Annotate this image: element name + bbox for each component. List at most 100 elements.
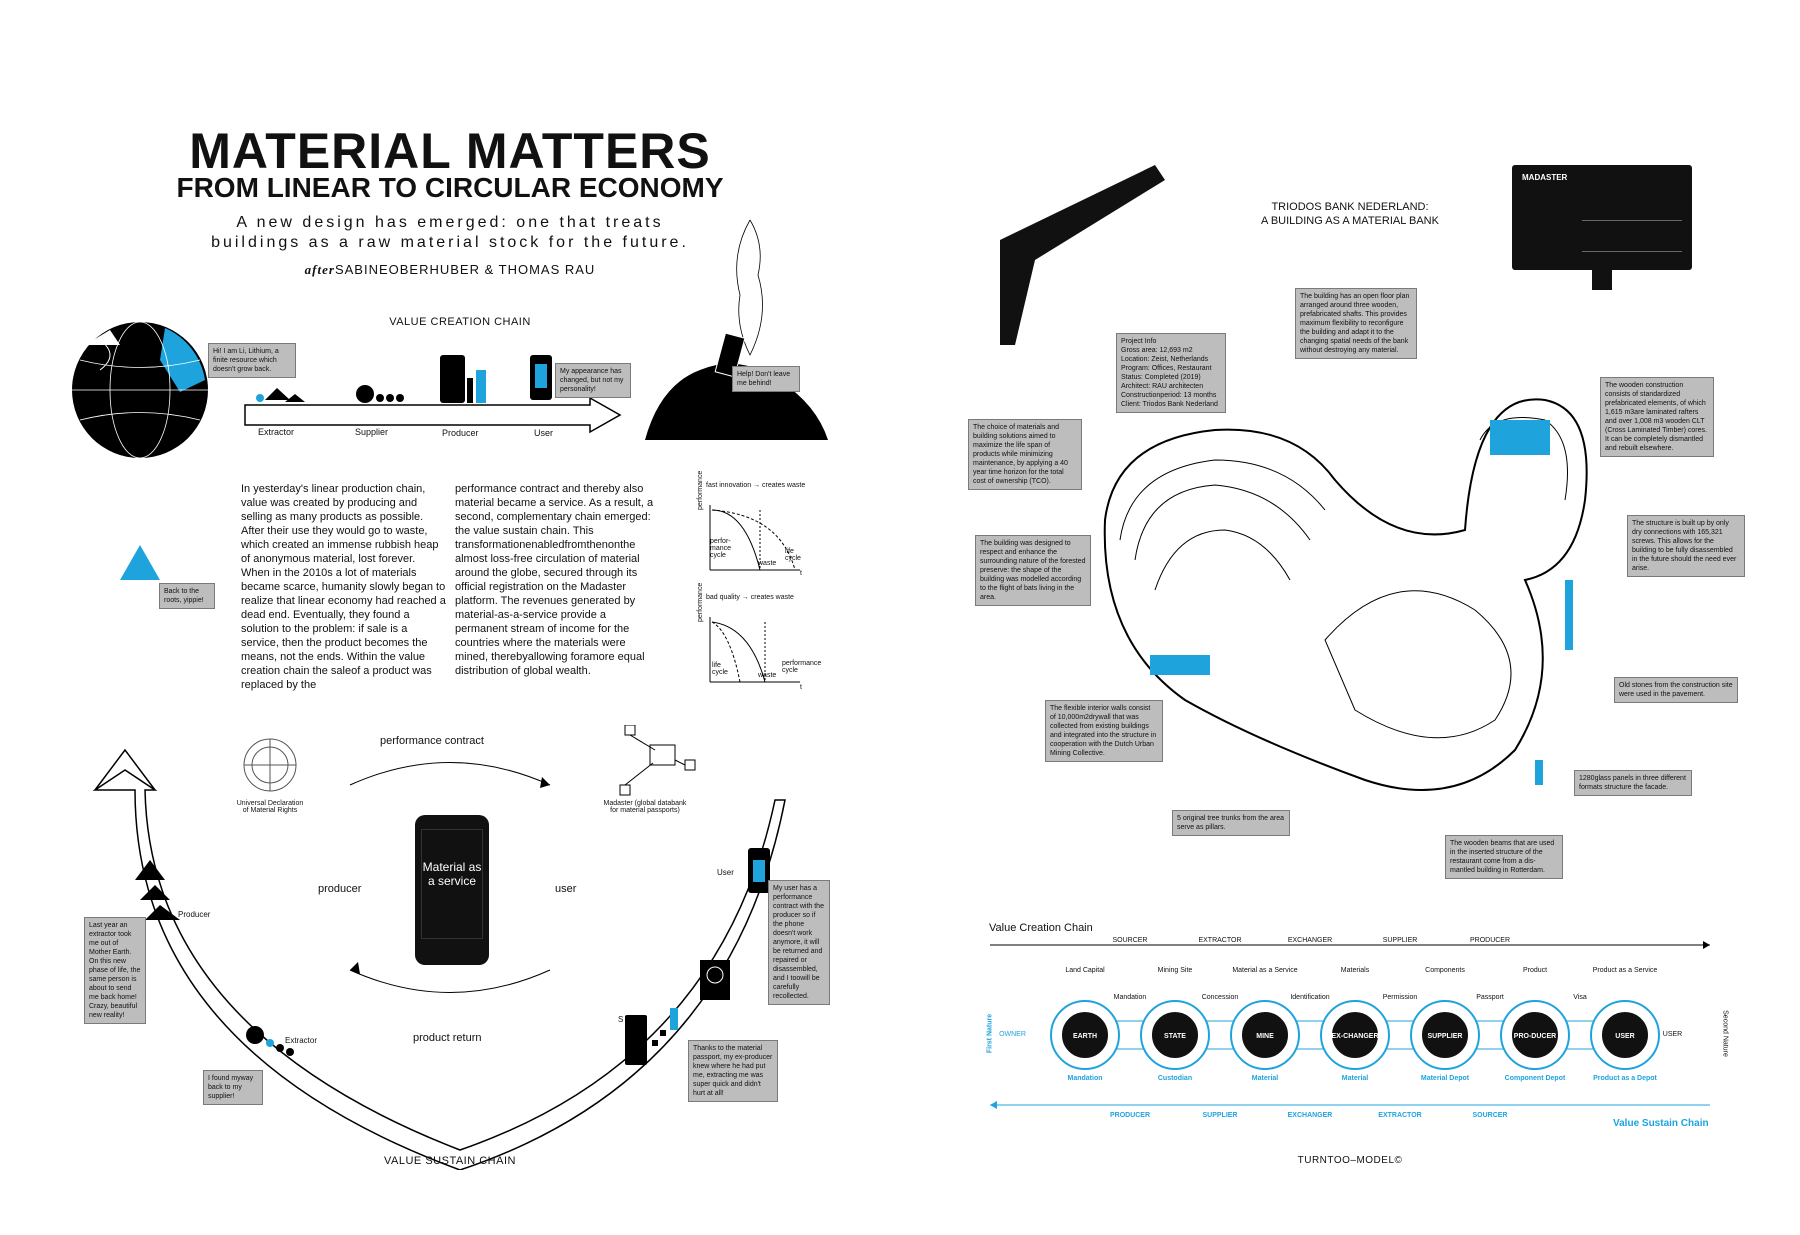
madaster-network-icon (615, 725, 705, 800)
graph-2-label-b: waste (758, 672, 776, 679)
turntoo-top-item: Product as a Service (1585, 967, 1665, 974)
madaster-screen-title: MADASTER (1522, 173, 1567, 182)
rubbish-heap (640, 215, 830, 445)
turntoo-circle-label: EARTH (1073, 1033, 1097, 1040)
turntoo-top-item: Mining Site (1135, 967, 1215, 974)
turntoo-circle-label: SUPPLIER (1427, 1033, 1462, 1040)
turntoo-bottom-role: SUPPLIER (1180, 1112, 1260, 1119)
graph-1-xlabel: t (800, 570, 802, 577)
note-wooden-construction: The wooden construction consists of stan… (1600, 377, 1714, 457)
turntoo-mid-item: Concession (1180, 994, 1260, 1001)
note-extractor: Last year an extractor took me out of Mo… (84, 917, 146, 1024)
globe-illustration (70, 320, 210, 460)
body-column-2: performance contract and thereby also ma… (455, 482, 660, 678)
turntoo-bottom-role: PRODUCER (1090, 1112, 1170, 1119)
turntoo-sustain-label: Value Sustain Chain (1613, 1118, 1709, 1129)
back-bubble: Back to the roots, yippie! (159, 583, 215, 609)
note-glass: 1280glass panels in three different form… (1574, 770, 1692, 796)
note-passport: Thanks to the material passport, my ex-p… (688, 1040, 778, 1102)
user-bubble: My appearance has changed, but not my pe… (555, 363, 631, 398)
note-materials-choice: The choice of materials and building sol… (968, 419, 1082, 490)
lithium-pile (115, 540, 165, 590)
note-user-contract: My user has a performance contract with … (768, 880, 830, 1005)
turntoo-owner: OWNER (990, 1031, 1035, 1038)
graph-2-label-a: life cycle (712, 662, 738, 676)
arc-label-s: S (618, 1015, 623, 1024)
turntoo-circle-label: EX-CHANGER (1331, 1033, 1378, 1040)
turntoo-mid-item: Permission (1360, 994, 1440, 1001)
madaster-label: Madaster (global databank for material p… (600, 800, 690, 814)
turntoo-mid-item: Mandation (1090, 994, 1170, 1001)
stage-user: User (534, 428, 553, 438)
note-beams: The wooden beams that are used in the in… (1445, 835, 1563, 879)
turntoo-mid-item: Identification (1270, 994, 1350, 1001)
turntoo-top-role: PRODUCER (1450, 937, 1530, 944)
body-column-1: In yesterday's linear production chain, … (241, 482, 446, 692)
turntoo-heading: Value Creation Chain (989, 922, 1093, 934)
turntoo-bottom-item: Component Depot (1495, 1075, 1575, 1082)
turntoo-top-item: Product (1495, 967, 1575, 974)
turntoo-circle-label: USER (1615, 1033, 1634, 1040)
graph-2-label-c: performance cycle (782, 660, 828, 674)
performance-contract-label: performance contract (380, 735, 484, 747)
turntoo-top-item: Land Capital (1045, 967, 1125, 974)
turntoo-second-nature: Second Nature (1722, 999, 1729, 1069)
turntoo-mid-item: Visa (1540, 994, 1620, 1001)
turntoo-top-role: SOURCER (1090, 937, 1170, 944)
turntoo-top-role: SUPPLIER (1360, 937, 1440, 944)
monitor-stand (1592, 270, 1612, 290)
help-bubble: Help! Don't leave me behind! (732, 366, 800, 392)
turntoo-mid-item: Passport (1450, 994, 1530, 1001)
turntoo-top-role: EXTRACTOR (1180, 937, 1260, 944)
turntoo-bottom-item: Mandation (1045, 1075, 1125, 1082)
turntoo-bottom-item: Material (1315, 1075, 1395, 1082)
turntoo-top-item: Materials (1315, 967, 1395, 974)
graph-2-title: bad quality → creates waste (706, 594, 826, 601)
stage-extractor: Extractor (258, 427, 294, 437)
wooden-beam-illustration (995, 160, 1170, 350)
poster-subtitle: FROM LINEAR TO CIRCULAR ECONOMY (150, 172, 750, 204)
un-emblem-icon (240, 735, 300, 795)
triodos-building (1095, 380, 1605, 830)
graph-1-ylabel: performance (697, 471, 704, 510)
madaster-monitor: MADASTER (1512, 165, 1692, 270)
turntoo-first-nature: First Nature (987, 1004, 994, 1064)
un-label: Universal Declaration of Material Rights (235, 800, 305, 814)
note-screws: The structure is built up by only dry co… (1627, 515, 1745, 577)
note-found: I found myway back to my supplier! (203, 1070, 263, 1105)
turntoo-diagram: EARTH STATE MINE EX-CHANGER SUPPLIER PRO-DUCE… (985, 935, 1720, 1135)
note-drywall: The flexible interior walls consist of 1… (1045, 700, 1163, 762)
arc-label-producer: Producer (178, 910, 210, 919)
turntoo-top-item: Components (1405, 967, 1485, 974)
graph-1-label-a: perfor-mance cycle (710, 538, 744, 559)
turntoo-bottom-item: Material Depot (1405, 1075, 1485, 1082)
stage-producer: Producer (442, 428, 479, 438)
turntoo-circle-label: STATE (1164, 1033, 1186, 1040)
stage-supplier: Supplier (355, 427, 388, 437)
turntoo-bottom-item: Custodian (1135, 1075, 1215, 1082)
producer-label: producer (318, 883, 361, 895)
phone-material-service: Material as a service (415, 815, 489, 965)
graph-1-label-c: life cycle (785, 548, 811, 562)
value-creation-heading: VALUE CREATION CHAIN (360, 316, 560, 328)
turntoo-bottom-role: EXTRACTOR (1360, 1112, 1440, 1119)
turntoo-top-role: EXCHANGER (1270, 937, 1350, 944)
turntoo-bottom-item: Material (1225, 1075, 1305, 1082)
arc-label-user: User (717, 868, 734, 877)
turntoo-bottom-role: EXCHANGER (1270, 1112, 1350, 1119)
note-forest: The building was designed to respect and… (975, 535, 1091, 606)
graph-1-label-b: waste (758, 560, 776, 567)
note-trunks: 5 original tree trunks from the area ser… (1172, 810, 1290, 836)
graph-2-xlabel: t (800, 684, 802, 691)
graph-2-ylabel: performance (697, 583, 704, 622)
product-return-label: product return (413, 1032, 481, 1044)
graph-2 (700, 612, 810, 692)
turntoo-circle-label: PRO-DUCER (1514, 1033, 1556, 1040)
triodos-heading: TRIODOS BANK NEDERLAND: A BUILDING AS A M… (1240, 200, 1460, 228)
poster-tagline: A new design has emerged: one that treat… (190, 213, 710, 253)
graph-1-title: fast innovation → creates waste (706, 482, 826, 489)
turntoo-caption: TURNTOO–MODEL© (1240, 1155, 1460, 1166)
note-floorplan: The building has an open floor plan arra… (1295, 288, 1417, 359)
turntoo-bottom-item: Product as a Depot (1585, 1075, 1665, 1082)
user-label: user (555, 883, 576, 895)
